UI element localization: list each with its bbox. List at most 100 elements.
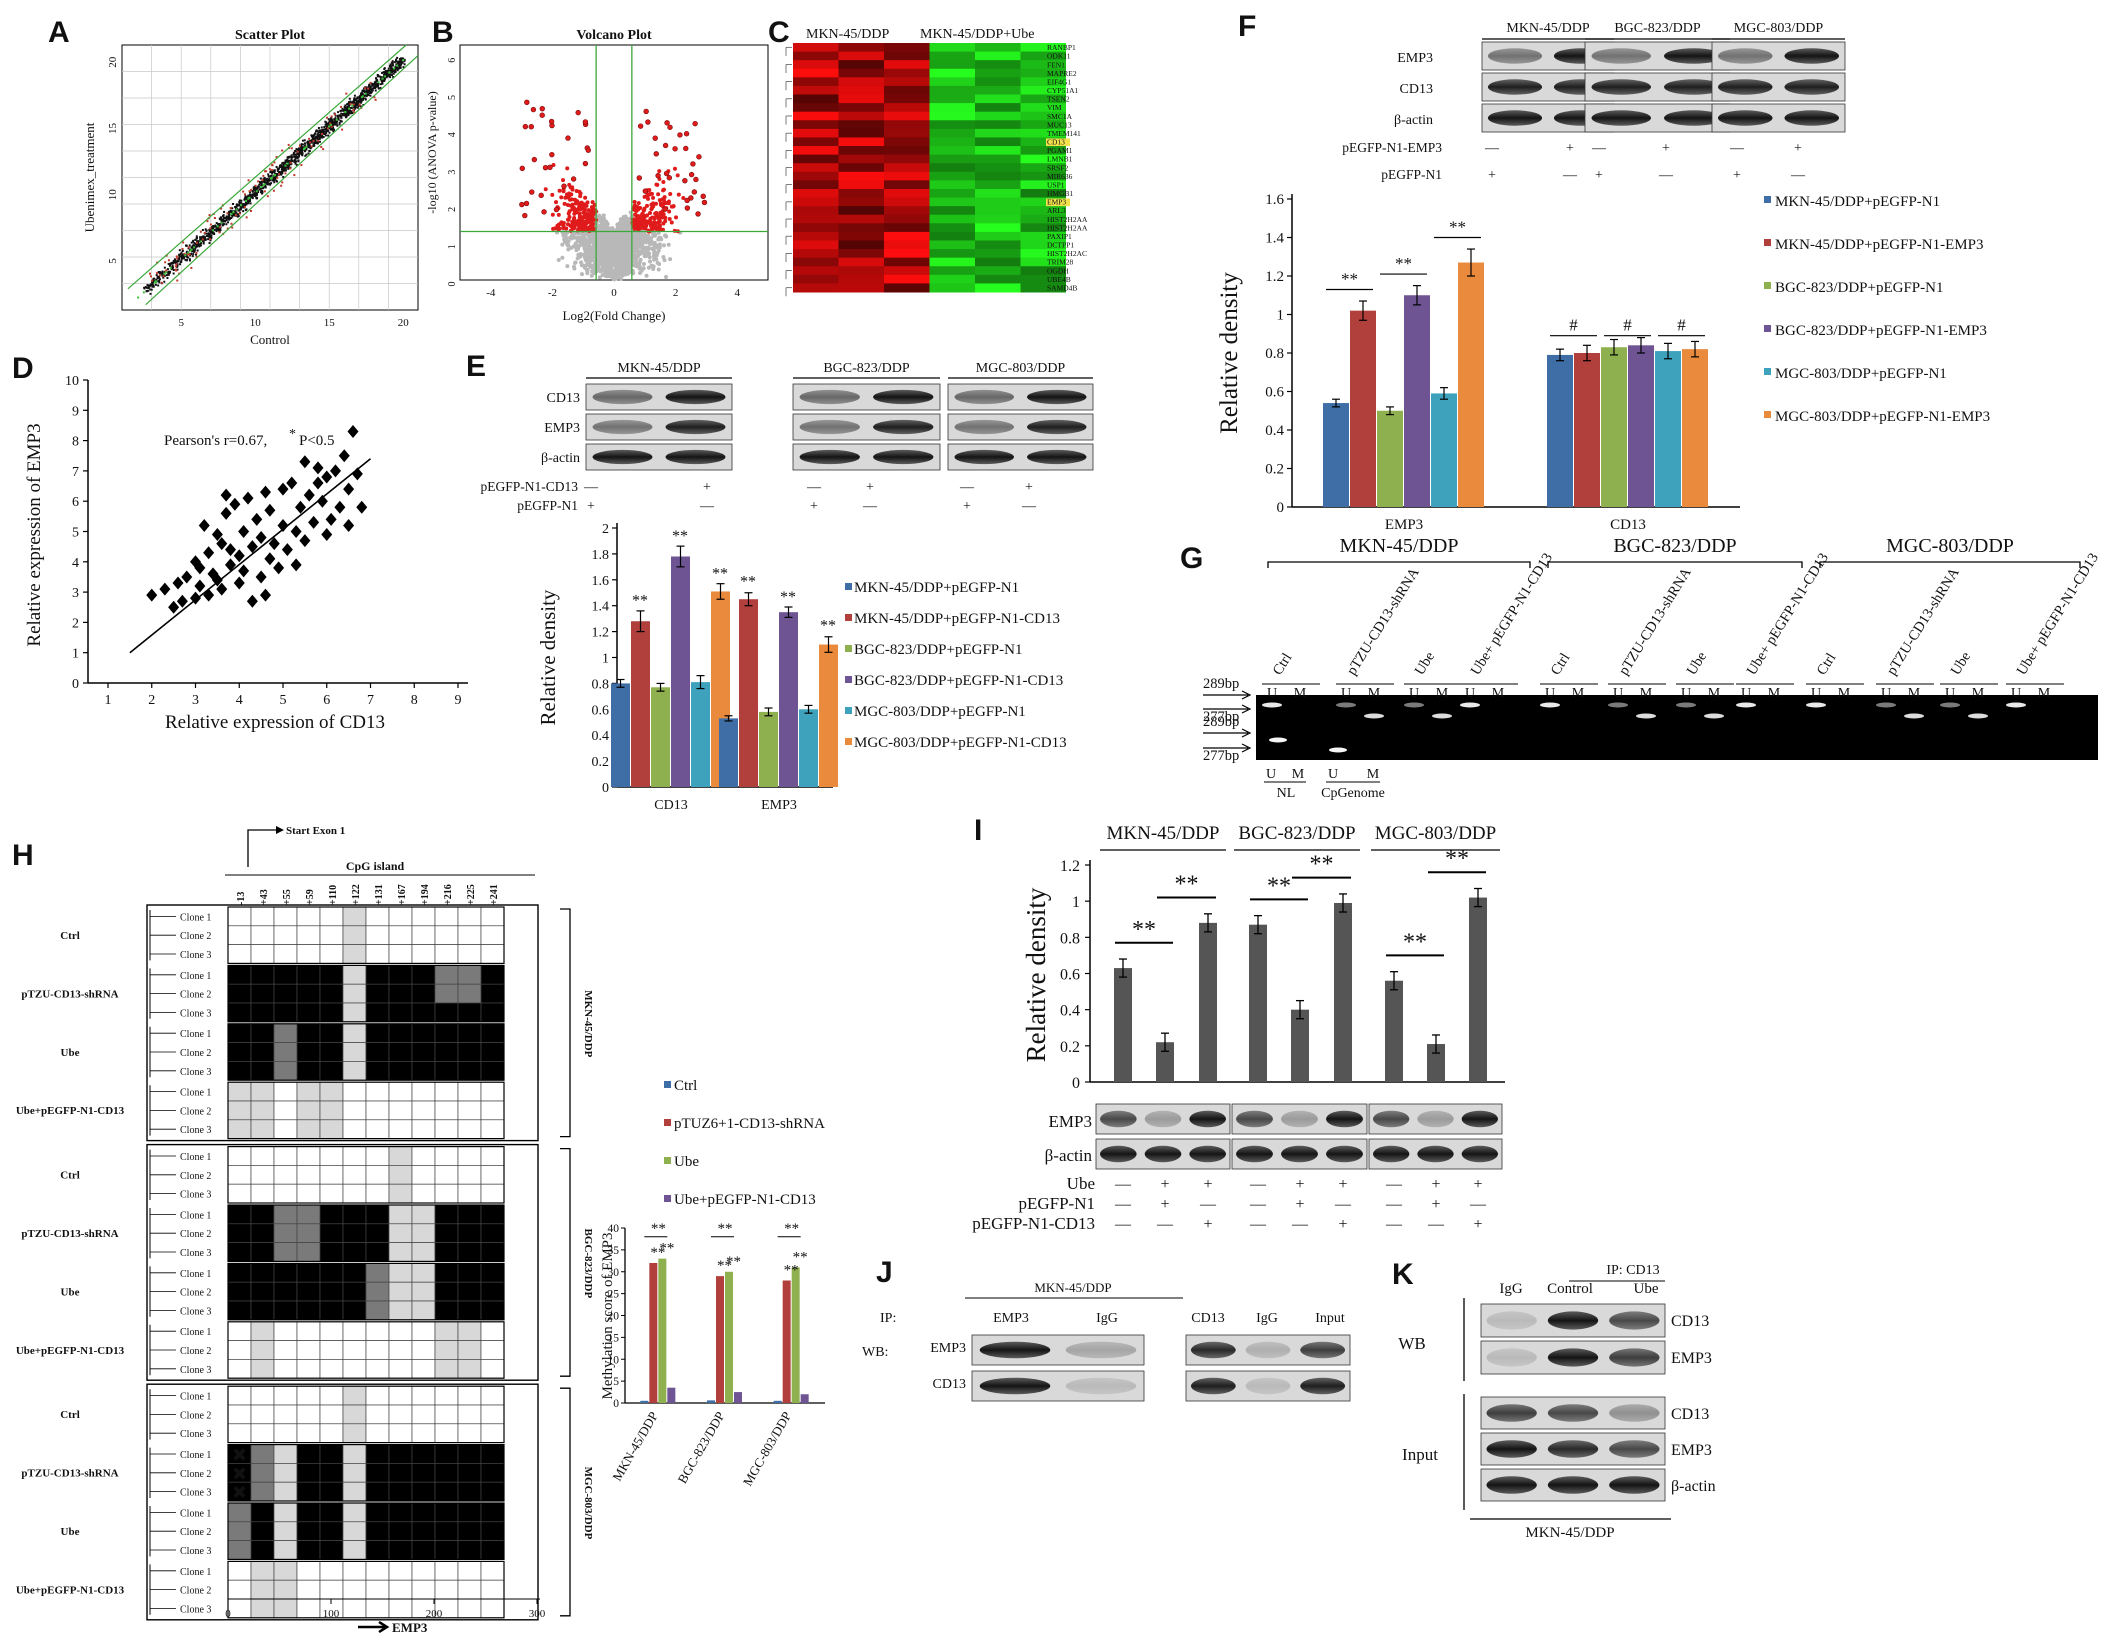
- scatter-point: [168, 271, 170, 273]
- cpg-site: [274, 907, 297, 926]
- heatmap-cell: [793, 258, 839, 267]
- scatter-point: [369, 82, 371, 84]
- blot-row-label: EMP3: [1049, 1112, 1092, 1131]
- scatter-point: [336, 121, 338, 123]
- cpg-site: [297, 1147, 320, 1166]
- cpg-site: [320, 1003, 343, 1022]
- legend-label: MGC-803/DDP+pEGFP-N1: [854, 704, 1026, 720]
- treatment-label: pEGFP-N1: [1018, 1194, 1095, 1213]
- cpg-site: [320, 1101, 343, 1120]
- scatter-point: [341, 110, 343, 112]
- scatter-point: [164, 267, 166, 269]
- scatter-point: [278, 171, 280, 173]
- cpg-position: +43: [259, 889, 270, 905]
- cpg-site: [297, 1463, 320, 1482]
- cell-line-label: BGC-823/DDP: [1613, 535, 1736, 557]
- cpg-site: [343, 1405, 366, 1424]
- clone-label: Clone 3: [180, 1008, 211, 1019]
- scatter-point: [262, 175, 264, 177]
- treatment-mark: —: [1790, 168, 1806, 183]
- y-tick-label: 5: [72, 526, 79, 541]
- volcano-point: [577, 190, 581, 194]
- scatter-point: [289, 156, 291, 158]
- x-tick-label: 8: [411, 693, 418, 708]
- clone-label: Clone 2: [180, 1229, 211, 1240]
- scatter-point: [245, 200, 247, 202]
- significance-mark: **: [651, 1221, 666, 1237]
- y-tick-label: 10: [65, 374, 79, 389]
- cpg-site: [228, 1243, 251, 1262]
- cpg-site: [274, 1165, 297, 1184]
- cpg-site: [320, 1386, 343, 1405]
- cpg-site: [412, 1003, 435, 1022]
- panel-letter: B: [432, 16, 454, 49]
- volcano-point: [668, 125, 673, 130]
- legend-label: MKN-45/DDP+pEGFP-N1: [1775, 194, 1940, 210]
- volcano-point: [642, 262, 646, 266]
- volcano-point: [635, 264, 639, 268]
- volcano-point: [663, 233, 667, 237]
- scatter-point: [340, 106, 342, 108]
- volcano-point: [694, 177, 699, 182]
- scatter-point: [253, 193, 255, 195]
- blot-band: [800, 420, 860, 434]
- u-label: U: [1267, 686, 1277, 701]
- x-tick-label: 7: [367, 693, 374, 708]
- treatment-mark: —: [1249, 1176, 1267, 1193]
- legend-swatch: [664, 1119, 671, 1126]
- clone-label: Clone 2: [180, 1527, 211, 1538]
- scatter-point: [250, 194, 252, 196]
- cpg-site: [435, 1147, 458, 1166]
- volcano-point: [591, 240, 595, 244]
- scatter-point: [321, 129, 323, 131]
- cpg-site: [366, 1061, 389, 1080]
- treatment-mark: +: [1025, 480, 1033, 495]
- heatmap-cell: [975, 249, 1021, 258]
- volcano-point: [600, 267, 604, 271]
- cpg-site: [412, 1463, 435, 1482]
- y-tick-label: 0.2: [1060, 1039, 1080, 1056]
- data-point: [264, 552, 275, 565]
- scatter-point: [388, 68, 390, 70]
- scatter-point: [360, 99, 362, 101]
- cpg-site: [228, 1424, 251, 1443]
- cpg-site: [435, 1024, 458, 1043]
- cpg-site: [389, 984, 412, 1003]
- scatter-point: [175, 265, 177, 267]
- cpg-site: [251, 1024, 274, 1043]
- heatmap-cell: [884, 43, 930, 52]
- data-point: [278, 483, 289, 496]
- cpg-site: [297, 1359, 320, 1378]
- scatter-point: [143, 287, 145, 289]
- blot-band: [1784, 110, 1839, 125]
- volcano-point: [584, 220, 588, 224]
- scatter-point: [289, 167, 291, 169]
- heatmap-cell: [975, 112, 1021, 121]
- data-point: [299, 455, 310, 468]
- cpg-site: [366, 1043, 389, 1062]
- heatmap-cell: [930, 86, 976, 95]
- volcano-point: [557, 213, 561, 217]
- volcano-point: [572, 206, 576, 210]
- cpg-site: [228, 945, 251, 964]
- scatter-point: [324, 133, 326, 135]
- blot-band: [1460, 703, 1480, 708]
- clone-label: Clone 3: [180, 1248, 211, 1259]
- volcano-point: [627, 225, 631, 229]
- cpg-site: [251, 1243, 274, 1262]
- scatter-point: [308, 150, 310, 152]
- cpg-site: [343, 1359, 366, 1378]
- volcano-point: [583, 213, 587, 217]
- volcano-point: [664, 275, 668, 279]
- cpg-island-label: CpG island: [346, 859, 405, 873]
- blot-band: [1236, 1146, 1273, 1163]
- scatter-point: [166, 274, 168, 276]
- cpg-site: [366, 984, 389, 1003]
- cpg-site: [366, 1120, 389, 1139]
- cpg-site: [435, 1541, 458, 1560]
- scatter-point: [232, 211, 234, 213]
- volcano-point: [640, 215, 644, 219]
- significance-mark: **: [820, 617, 836, 634]
- cpg-site: [481, 1120, 504, 1139]
- cpg-site: [435, 1003, 458, 1022]
